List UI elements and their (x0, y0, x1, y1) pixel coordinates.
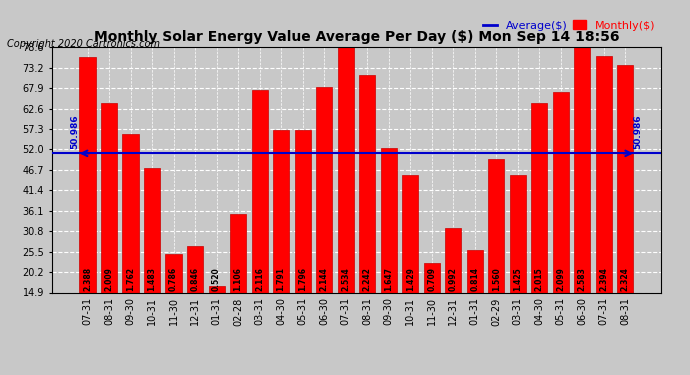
Text: 0.709: 0.709 (427, 267, 436, 291)
Text: 2.144: 2.144 (319, 267, 328, 291)
Bar (445, 228, 461, 350)
Text: 2.116: 2.116 (255, 267, 264, 291)
Text: 2.242: 2.242 (363, 267, 372, 291)
Text: 2.534: 2.534 (341, 267, 350, 291)
Bar (617, 65, 633, 350)
Bar (466, 250, 483, 350)
Text: 50.986: 50.986 (70, 115, 79, 150)
Bar (101, 104, 117, 350)
Bar (295, 130, 310, 350)
Bar (531, 103, 547, 350)
Text: 0.786: 0.786 (169, 267, 178, 291)
Bar (144, 168, 160, 350)
Text: 0.992: 0.992 (448, 267, 457, 291)
Bar (252, 90, 268, 350)
Legend: Average($), Monthly($): Average($), Monthly($) (483, 21, 656, 31)
Bar (273, 130, 289, 350)
Bar (79, 57, 96, 350)
Text: 1.483: 1.483 (148, 267, 157, 291)
Bar (359, 75, 375, 350)
Text: 0.520: 0.520 (212, 267, 221, 291)
Bar (553, 92, 569, 350)
Bar (166, 254, 181, 350)
Text: Copyright 2020 Cartronics.com: Copyright 2020 Cartronics.com (7, 39, 160, 50)
Text: 1.429: 1.429 (406, 267, 415, 291)
Bar (187, 246, 203, 350)
Text: 2.015: 2.015 (535, 267, 544, 291)
Bar (122, 134, 139, 350)
Title: Monthly Solar Energy Value Average Per Day ($) Mon Sep 14 18:56: Monthly Solar Energy Value Average Per D… (94, 30, 619, 44)
Text: 2.099: 2.099 (556, 267, 565, 291)
Bar (381, 148, 397, 350)
Text: 1.560: 1.560 (492, 267, 501, 291)
Bar (402, 175, 418, 350)
Bar (316, 87, 332, 350)
Text: 2.388: 2.388 (83, 267, 92, 291)
Text: 2.009: 2.009 (104, 267, 114, 291)
Bar (208, 286, 225, 350)
Text: 1.796: 1.796 (298, 267, 307, 291)
Text: 1.425: 1.425 (513, 267, 522, 291)
Text: 50.986: 50.986 (633, 115, 642, 150)
Text: 1.647: 1.647 (384, 267, 393, 291)
Bar (337, 39, 354, 350)
Text: 0.814: 0.814 (470, 267, 479, 291)
Bar (230, 214, 246, 350)
Text: 0.846: 0.846 (190, 267, 199, 291)
Text: 1.106: 1.106 (234, 267, 243, 291)
Text: 1.791: 1.791 (277, 267, 286, 291)
Text: 2.324: 2.324 (621, 267, 630, 291)
Bar (574, 33, 591, 350)
Text: 2.583: 2.583 (578, 267, 586, 291)
Bar (510, 175, 526, 350)
Bar (488, 159, 504, 350)
Bar (595, 56, 612, 350)
Text: 1.762: 1.762 (126, 267, 135, 291)
Text: 2.394: 2.394 (599, 267, 609, 291)
Bar (424, 263, 440, 350)
